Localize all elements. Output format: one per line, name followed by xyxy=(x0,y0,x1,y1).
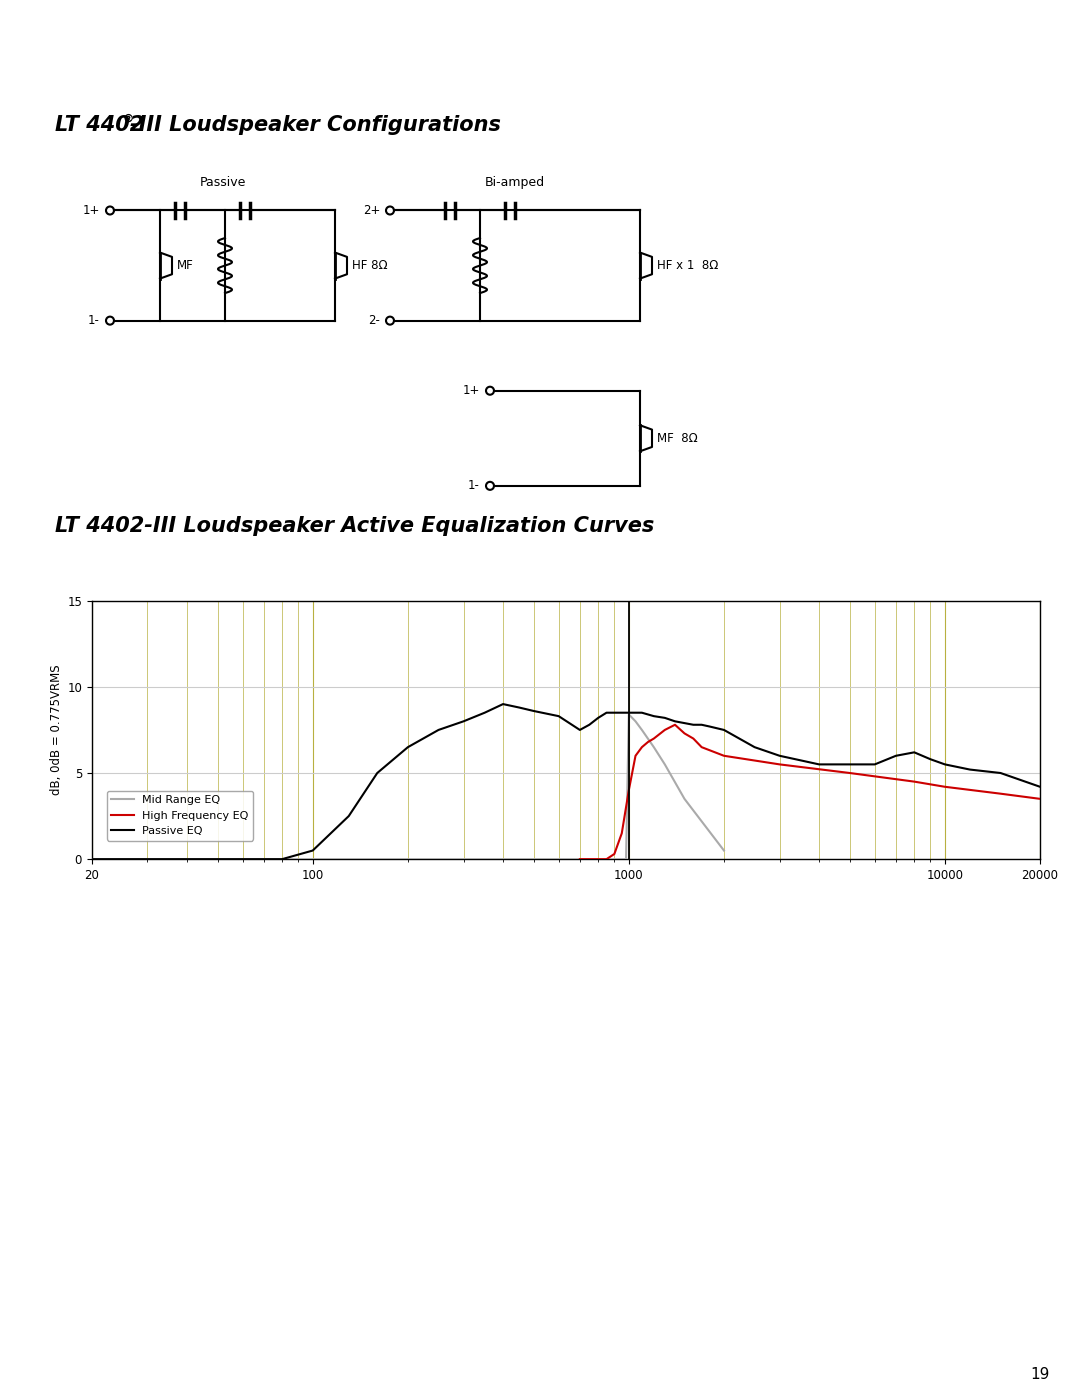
Text: MF  8Ω: MF 8Ω xyxy=(657,432,698,444)
Legend: Mid Range EQ, High Frequency EQ, Passive EQ: Mid Range EQ, High Frequency EQ, Passive… xyxy=(107,791,253,841)
Text: ®: ® xyxy=(122,113,133,123)
Text: 1+: 1+ xyxy=(462,384,480,397)
Y-axis label: dB, 0dB = 0.775VRMS: dB, 0dB = 0.775VRMS xyxy=(50,665,63,795)
Text: LT 4402-III Loudspeaker Active Equalization Curves: LT 4402-III Loudspeaker Active Equalizat… xyxy=(55,515,654,536)
Text: 2+: 2+ xyxy=(363,204,380,217)
Text: 19: 19 xyxy=(1030,1368,1050,1382)
Text: HF x 1  8Ω: HF x 1 8Ω xyxy=(657,258,718,272)
Text: 1-: 1- xyxy=(89,314,100,327)
Text: 1+: 1+ xyxy=(83,204,100,217)
Text: Acoustical Specifications and Wiring: Acoustical Specifications and Wiring xyxy=(624,14,1053,34)
Text: 1-: 1- xyxy=(468,479,480,492)
Text: HF 8Ω: HF 8Ω xyxy=(352,258,388,272)
Text: Bi-amped: Bi-amped xyxy=(485,176,545,189)
Text: Passive: Passive xyxy=(200,176,245,189)
Text: LT 4402: LT 4402 xyxy=(55,116,145,136)
Text: 2-: 2- xyxy=(368,314,380,327)
Text: MF: MF xyxy=(177,258,193,272)
Text: -III Loudspeaker Configurations: -III Loudspeaker Configurations xyxy=(130,116,501,136)
